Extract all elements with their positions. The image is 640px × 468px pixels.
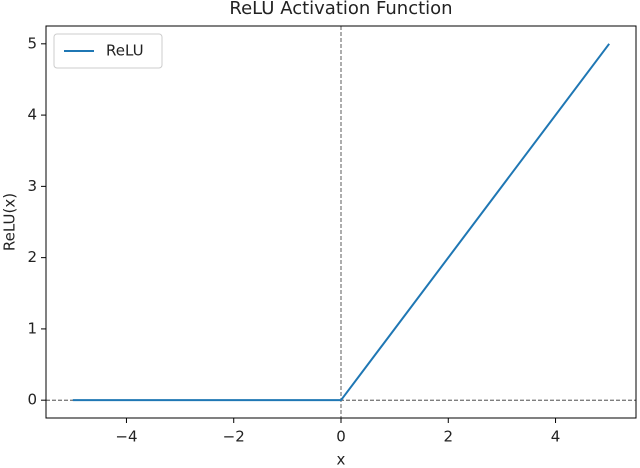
x-axis-label: x	[337, 451, 346, 468]
y-axis-label: ReLU(x)	[1, 193, 19, 251]
y-tick-label: 0	[27, 391, 37, 409]
y-tick-label: 1	[27, 319, 37, 337]
x-tick-label: 2	[443, 428, 453, 446]
plot-frame	[45, 25, 637, 419]
y-tick-label: 3	[27, 177, 37, 195]
x-tick-label: 0	[336, 428, 346, 446]
y-tick-label: 5	[27, 34, 37, 52]
line	[72, 43, 610, 402]
legend-label: ReLU	[106, 42, 144, 60]
x-tick-label: −2	[223, 428, 245, 446]
x-tick-label: −4	[115, 428, 137, 446]
y-tick-label: 2	[27, 248, 37, 266]
legend-box	[53, 33, 163, 69]
x-tick-label: 4	[551, 428, 561, 446]
chart-title: ReLU Activation Function	[229, 0, 452, 19]
y-tick-label: 4	[27, 106, 37, 124]
